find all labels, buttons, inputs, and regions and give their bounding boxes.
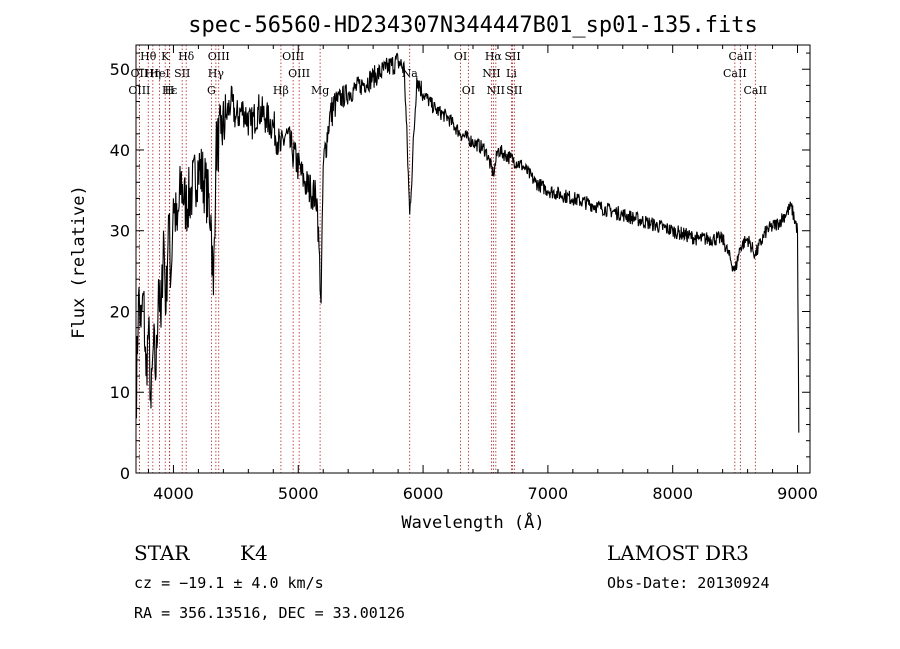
spectral-line-label: OI [462, 84, 475, 97]
object-subclass: K4 [240, 541, 268, 565]
spectral-line-label: Hγ [208, 67, 225, 80]
spectral-line-label: CaII [723, 67, 747, 80]
spectral-line-label: H [165, 84, 175, 97]
spectral-line-label: Hθ [140, 50, 157, 63]
x-tick-label: 8000 [652, 484, 693, 503]
chart-title: spec-56560-HD234307N344447B01_sp01-135.f… [188, 13, 758, 38]
spectral-line-label: Hα [485, 50, 503, 63]
spectral-line-label: K [161, 50, 170, 63]
spectral-line-label: Hε [162, 84, 178, 97]
spectrum-series-line [135, 52, 800, 433]
x-tick-label: 9000 [777, 484, 818, 503]
spectral-line-label: Hη [145, 67, 161, 80]
spectral-line-label: OIII [208, 50, 230, 63]
x-tick-label: 7000 [528, 484, 569, 503]
spectral-line-label: NII [482, 67, 500, 80]
observation-date: Obs-Date: 20130924 [607, 574, 770, 592]
y-axis-ticks: 0 10 20 30 40 50 [110, 52, 810, 483]
spectral-line-label: OIII [128, 84, 150, 97]
y-axis-label: Flux (relative) [69, 185, 89, 339]
x-axis-ticks: 4000 5000 6000 7000 8000 9000 [147, 45, 818, 503]
spectral-line-label: OI [454, 50, 467, 63]
survey-name: LAMOST DR3 [607, 541, 749, 565]
spectral-line-label: G [207, 84, 216, 97]
object-class: STAR [134, 541, 190, 565]
spectral-line-label: Li [506, 67, 517, 80]
spectral-line-label: Hβ [273, 84, 289, 97]
y-tick-label: 10 [110, 383, 130, 402]
x-tick-label: 5000 [278, 484, 319, 503]
x-tick-label: 4000 [153, 484, 194, 503]
spectral-line-label: SII [506, 84, 522, 97]
spectral-line-label: CaII [729, 50, 753, 63]
spectral-line-markers [138, 45, 756, 473]
y-tick-label: 0 [120, 464, 130, 483]
spectral-line-label: OIII [282, 50, 304, 63]
spectral-line-label: SII [504, 50, 520, 63]
spectral-line-label: CaII [743, 84, 767, 97]
y-tick-label: 30 [110, 222, 130, 241]
spectral-line-label: HeI [149, 67, 169, 80]
redshift-cz: cz = −19.1 ± 4.0 km/s [134, 574, 324, 592]
x-axis-label: Wavelength (Å) [401, 511, 544, 533]
spectral-line-label: SII [174, 67, 190, 80]
y-tick-label: 40 [110, 141, 130, 160]
y-tick-label: 50 [110, 60, 130, 79]
spectral-line-label: NII [487, 84, 505, 97]
spectral-line-label: Hδ [178, 50, 195, 63]
spectral-line-label: Na [402, 67, 419, 80]
coordinates: RA = 356.13516, DEC = 33.00126 [134, 604, 405, 622]
spectral-line-label: Mg [311, 84, 329, 97]
spectral-line-label: OII [131, 67, 149, 80]
spectral-line-label: OIII [288, 67, 310, 80]
x-tick-label: 6000 [403, 484, 444, 503]
y-tick-label: 20 [110, 302, 130, 321]
